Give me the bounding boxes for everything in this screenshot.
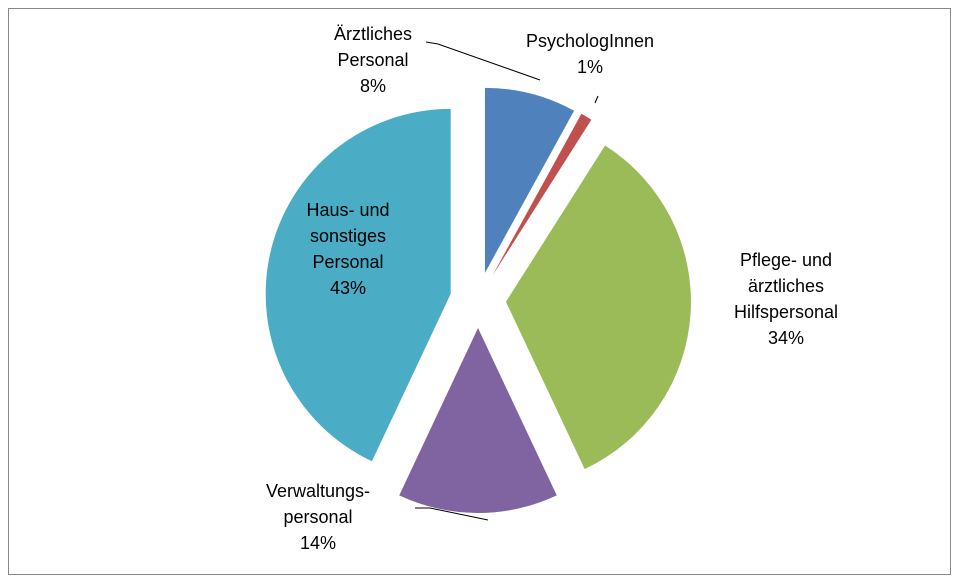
value-label: 1% xyxy=(577,57,603,77)
slice-label: Verwaltungs-personal xyxy=(266,481,370,527)
pie-slice xyxy=(265,108,451,462)
slice-label-line: personal xyxy=(283,507,352,527)
slice-label: PsychologInnen xyxy=(526,31,654,51)
slice-label-line: Ärztliches xyxy=(334,24,412,44)
slice-label-line: PsychologInnen xyxy=(526,31,654,51)
leader-line xyxy=(415,507,489,521)
value-label: 8% xyxy=(360,76,386,96)
slice-label-line: Personal xyxy=(312,252,383,272)
slice-label: Pflege- und ärztliches Hilfspersonal xyxy=(734,250,838,322)
pie-slice xyxy=(505,145,691,470)
pie-slice xyxy=(484,87,575,273)
leader-line xyxy=(594,95,599,104)
slice-label-line: Pflege- und xyxy=(740,250,832,270)
slice-label: Haus- und sonstiges Personal xyxy=(306,200,389,272)
leader-line xyxy=(425,41,541,81)
slice-label-line: sonstiges xyxy=(310,226,386,246)
slice-label-line: Haus- und xyxy=(306,200,389,220)
slice-label: Ärztliches Personal xyxy=(334,24,412,70)
slice-label-line: Personal xyxy=(337,50,408,70)
slice-label-line: Hilfspersonal xyxy=(734,302,838,322)
value-label: 14% xyxy=(300,533,336,553)
value-label: 43% xyxy=(330,278,366,298)
slice-label-line: ärztliches xyxy=(748,276,824,296)
value-label: 34% xyxy=(768,328,804,348)
pie-slice xyxy=(399,328,557,513)
pie-slice xyxy=(492,113,592,276)
slice-label-line: Verwaltungs- xyxy=(266,481,370,501)
